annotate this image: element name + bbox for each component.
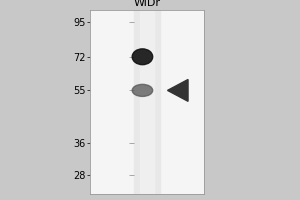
Ellipse shape	[132, 84, 153, 96]
Bar	[140, 10, 154, 194]
Bar	[134, 10, 160, 194]
Title: WiDr: WiDr	[134, 0, 160, 8]
Polygon shape	[167, 79, 188, 101]
Ellipse shape	[132, 49, 153, 65]
